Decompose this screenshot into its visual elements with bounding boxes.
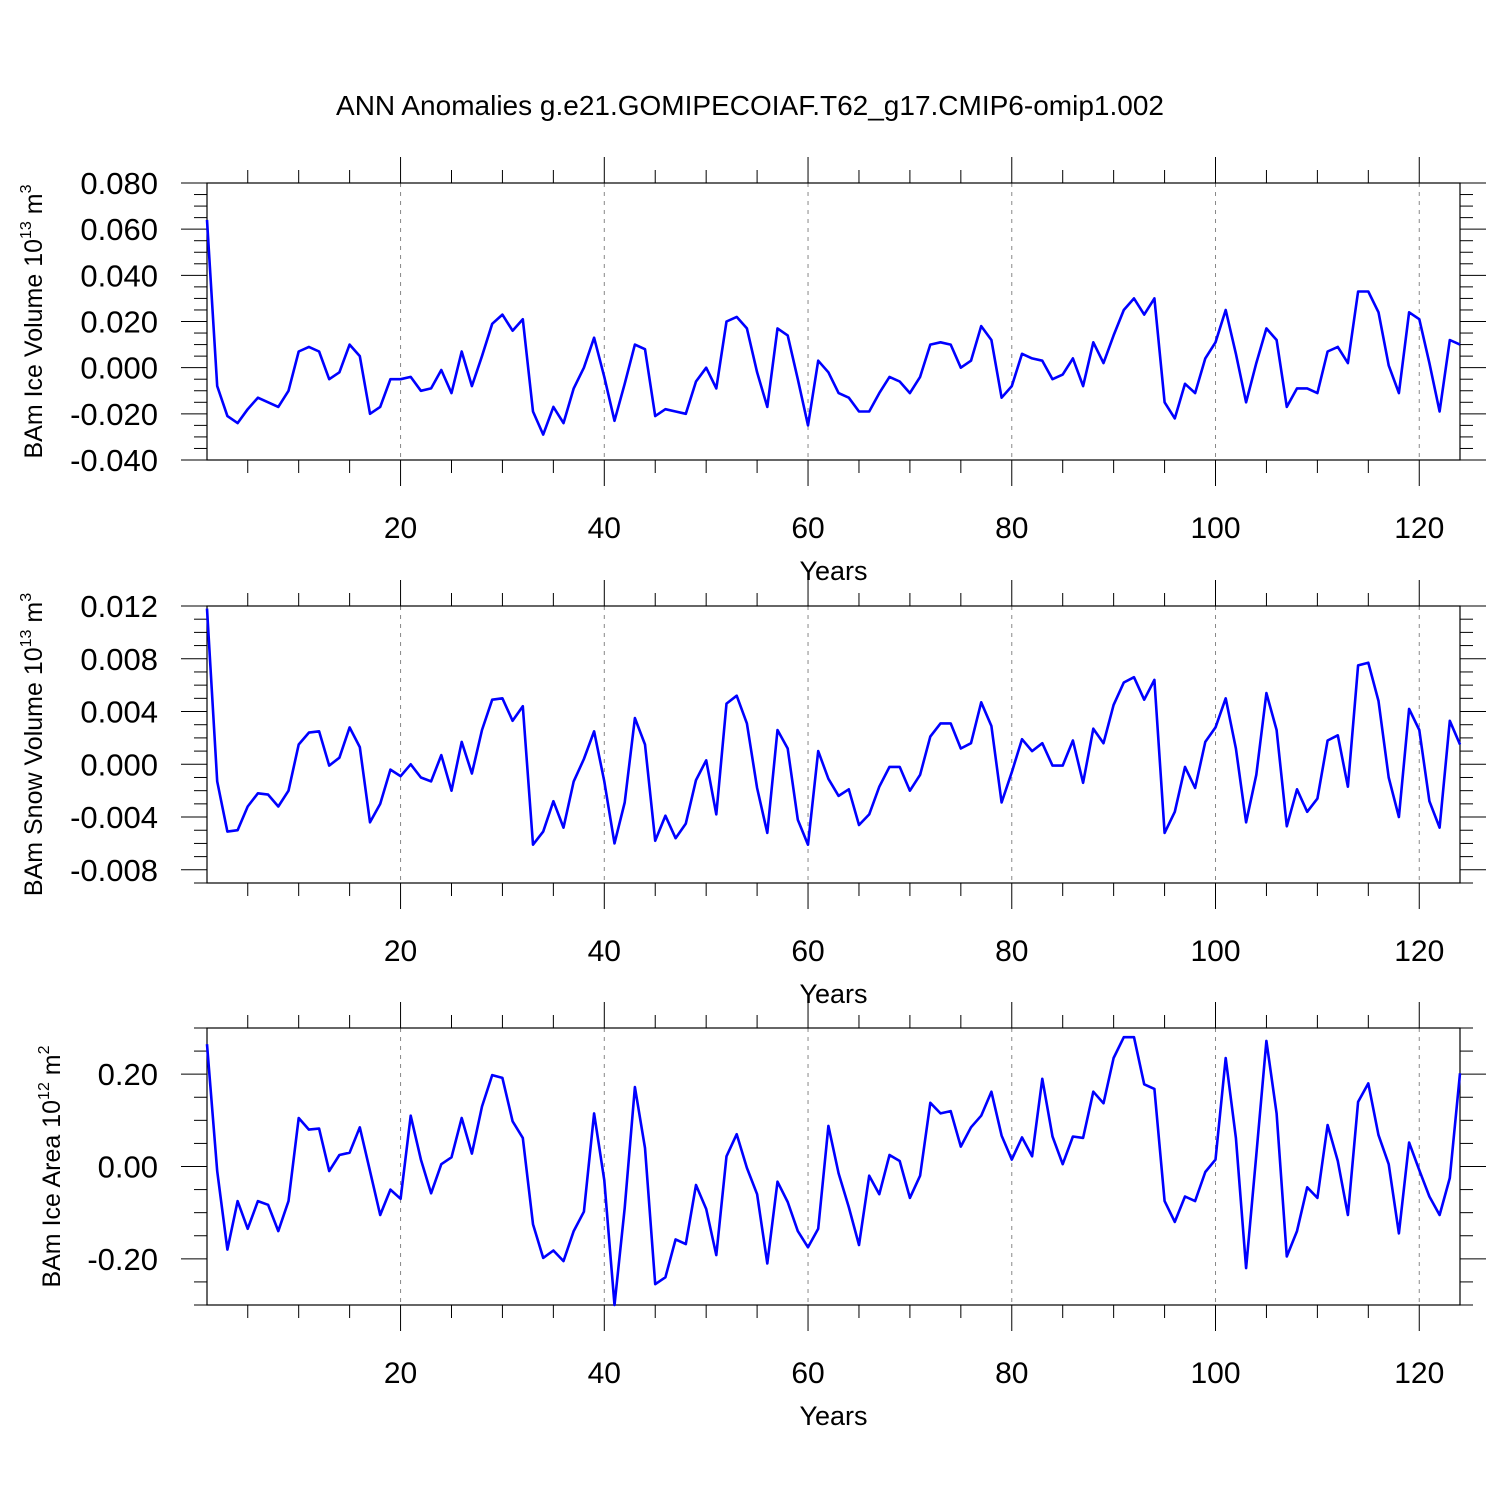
x-axis-label: Years [799,556,867,586]
y-tick-label: -0.20 [87,1242,158,1277]
y-tick-label: 0.060 [80,212,158,247]
panel-1: 20 40 60 80 100 120 Years -0.040 -0.020 0.000 0.02… [18,157,1486,586]
plot-frame [206,182,1461,461]
x-tick-label: 40 [588,1357,621,1390]
x-tick-label: 40 [588,935,621,968]
plot-frame [206,605,1461,884]
y-tick-label: -0.004 [70,800,158,835]
x-tick-label: 120 [1394,1357,1444,1390]
y-axis-label: BAm Snow Volume 1013 m3 [18,593,48,896]
x-tick-label: 100 [1190,512,1240,545]
y-tick-label: 0.20 [98,1057,158,1092]
y-tick-label: 0.008 [80,642,158,677]
figure-title: ANN Anomalies g.e21.GOMIPECOIAF.T62_g17.… [336,90,1164,121]
x-tick-label: 20 [384,935,417,968]
x-tick-label: 100 [1190,1357,1240,1390]
y-tick-label: 0.000 [80,351,158,386]
x-tick-label: 40 [588,512,621,545]
y-tick-label: 0.000 [80,747,158,782]
y-tick-label: 0.040 [80,258,158,293]
x-tick-label: 60 [791,935,824,968]
x-tick-label: 80 [995,935,1028,968]
y-axis-label: BAm Ice Volume 1013 m3 [18,184,48,458]
y-tick-label: -0.020 [70,397,158,432]
x-tick-label: 80 [995,1357,1028,1390]
plot-frame [206,1027,1461,1306]
y-tick-label: 0.020 [80,305,158,340]
y-tick-label: -0.040 [70,443,158,478]
y-tick-label: 0.080 [80,166,158,201]
x-tick-label: 60 [791,512,824,545]
x-tick-label: 80 [995,512,1028,545]
y-tick-label: 0.00 [98,1150,158,1185]
panel-2: 20 40 60 80 100 120 Years -0.008 -0.004 0.000 0.00… [18,580,1486,1009]
y-tick-label: 0.004 [80,695,158,730]
x-axis-label: Years [799,1401,867,1431]
panel-3: 20 40 60 80 100 120 Years -0.20 0.00 0.20 BAm Ice … [36,1002,1486,1431]
x-tick-label: 20 [384,512,417,545]
y-tick-label: -0.008 [70,853,158,888]
x-tick-label: 120 [1394,512,1444,545]
x-tick-label: 100 [1190,935,1240,968]
y-axis-label: BAm Ice Area 1012 m2 [36,1045,66,1287]
x-tick-label: 120 [1394,935,1444,968]
x-tick-label: 60 [791,1357,824,1390]
series-line [205,608,1462,847]
x-tick-label: 20 [384,1357,417,1390]
x-axis-label: Years [799,979,867,1009]
series-line [205,219,1461,436]
series-line [205,1035,1462,1307]
y-tick-label: 0.012 [80,589,158,624]
